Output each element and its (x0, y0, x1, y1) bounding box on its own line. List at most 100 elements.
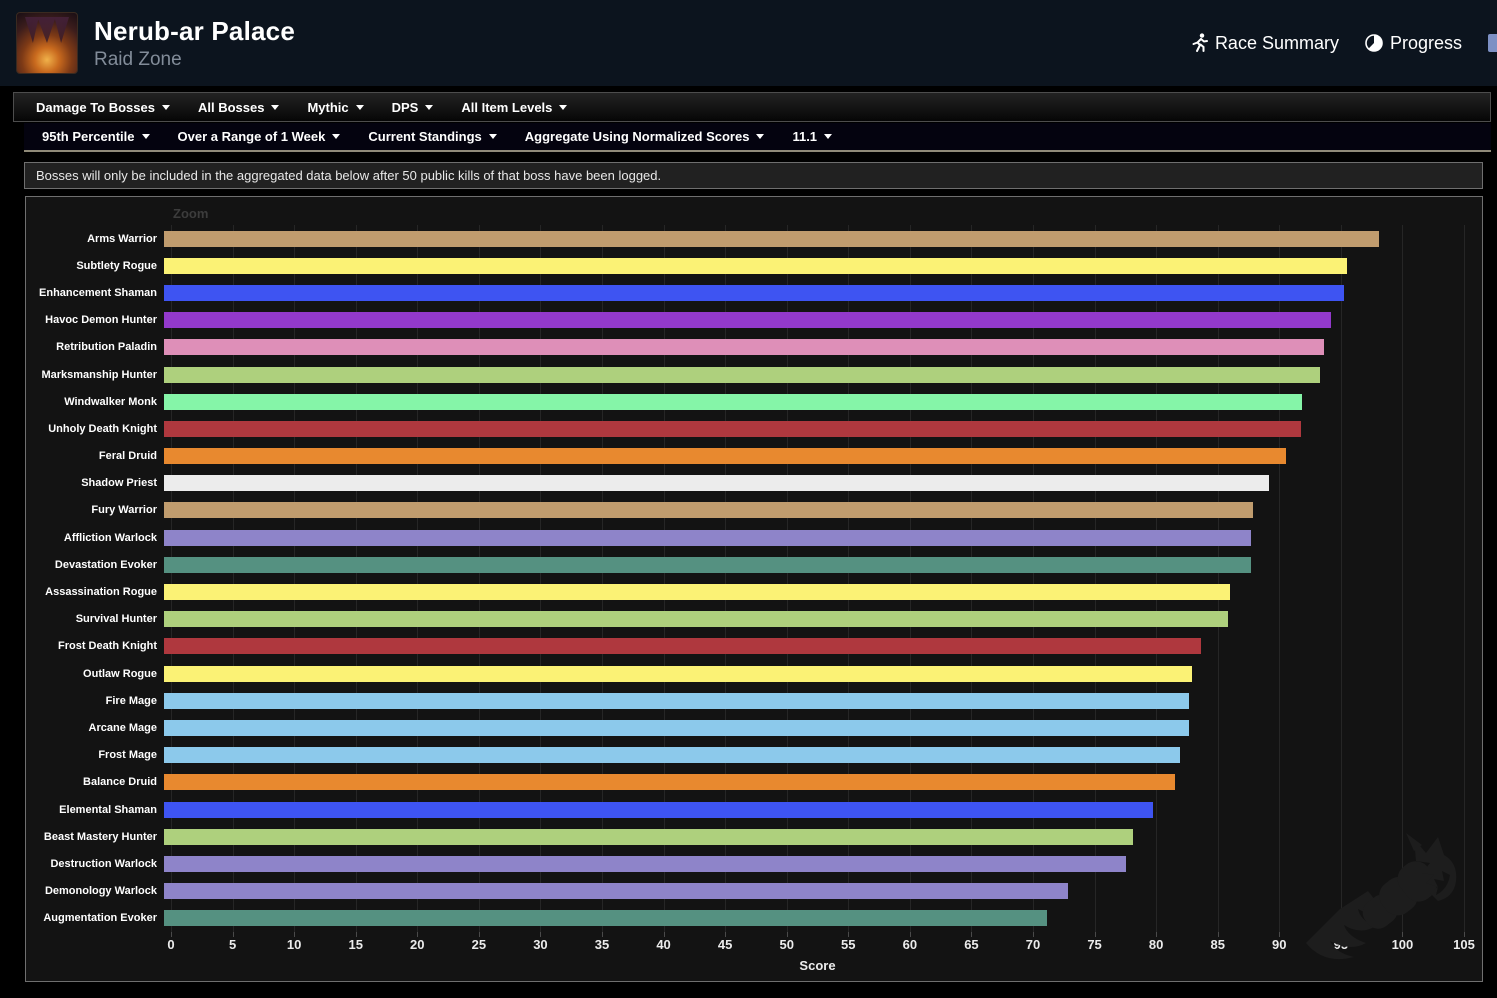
x-tick-label: 40 (656, 937, 671, 952)
chart-row: Shadow Priest (26, 470, 1464, 497)
tickmark (1217, 932, 1219, 937)
bar-track (164, 584, 1457, 601)
category-label-fury-warrior: Fury Warrior (91, 504, 157, 517)
bar-track (164, 747, 1457, 764)
bar-outlaw-rogue[interactable] (164, 665, 1193, 682)
gridline (725, 225, 727, 932)
bar-survival-hunter[interactable] (164, 611, 1228, 628)
bar-balance-druid[interactable] (164, 774, 1175, 791)
chart-row: Fire Mage (26, 687, 1464, 714)
dropdown-label: Damage To Bosses (36, 99, 155, 115)
dropdown-label: All Item Levels (461, 99, 553, 115)
bar-arcane-mage[interactable] (164, 719, 1189, 736)
dropdown-label: 95th Percentile (42, 129, 135, 144)
category-label-affliction-warlock: Affliction Warlock (63, 531, 157, 544)
bar-demonology-warlock[interactable] (164, 883, 1068, 900)
bar-windwalker-monk[interactable] (164, 393, 1302, 410)
filter-damage-to-bosses[interactable]: Damage To Bosses (22, 93, 184, 121)
category-label-fire-mage: Fire Mage (105, 694, 157, 707)
gridline (355, 225, 357, 932)
bar-track (164, 855, 1457, 872)
bar-unholy-death-knight[interactable] (164, 420, 1301, 437)
chart-row: Devastation Evoker (26, 551, 1464, 578)
gridline (1217, 225, 1219, 932)
x-tick-label: 35 (594, 937, 610, 952)
filter-mythic[interactable]: Mythic (293, 93, 377, 121)
bar-affliction-warlock[interactable] (164, 529, 1252, 546)
bar-track (164, 774, 1457, 791)
bar-track (164, 257, 1457, 274)
x-tick-label: 50 (779, 937, 794, 952)
category-label-frost-death-knight: Frost Death Knight (58, 640, 157, 653)
chart-row: Elemental Shaman (26, 796, 1464, 823)
filter-dps[interactable]: DPS (378, 93, 448, 121)
x-tick-label: 90 (1272, 937, 1287, 952)
filter-bar-primary: Damage To Bosses All Bosses Mythic DPS All I… (13, 92, 1491, 122)
bar-track (164, 801, 1457, 818)
page-subtitle: Raid Zone (94, 48, 182, 70)
race-summary-link[interactable]: Race Summary (1192, 33, 1339, 54)
axis-tickmarks (171, 932, 1465, 937)
filter-bar-secondary: 95th Percentile Over a Range of 1 Week Cur… (24, 123, 1491, 152)
bar-marksmanship-hunter[interactable] (164, 366, 1321, 383)
bar-arms-warrior[interactable] (164, 230, 1380, 247)
bar-assassination-rogue[interactable] (164, 584, 1231, 601)
bar-frost-death-knight[interactable] (164, 638, 1201, 655)
bar-enhancement-shaman[interactable] (164, 284, 1344, 301)
progress-label: Progress (1389, 32, 1462, 53)
bar-subtlety-rogue[interactable] (164, 257, 1348, 274)
bar-frost-mage[interactable] (164, 747, 1180, 764)
bar-track (164, 312, 1457, 329)
filter-95th-percentile[interactable]: 95th Percentile (28, 123, 164, 150)
bar-beast-mastery-hunter[interactable] (164, 828, 1134, 845)
x-axis-ticks: 0510152025303540455055606570758085909510… (167, 937, 1474, 953)
bar-fire-mage[interactable] (164, 692, 1189, 709)
dropdown-label: 11.1 (792, 129, 818, 144)
filter-all-item-levels[interactable]: All Item Levels (447, 93, 581, 121)
dropdown-label: All Bosses (197, 99, 265, 115)
bar-track (164, 719, 1457, 736)
tickmark (355, 932, 357, 937)
bar-augmentation-evoker[interactable] (164, 910, 1047, 927)
category-label-survival-hunter: Survival Hunter (75, 613, 157, 626)
bar-retribution-paladin[interactable] (164, 339, 1324, 356)
chart-row: Windwalker Monk (26, 388, 1464, 415)
chevron-down-icon (355, 104, 364, 110)
category-label-destruction-warlock: Destruction Warlock (50, 857, 157, 870)
clipped-icon[interactable] (1488, 34, 1497, 52)
bar-destruction-warlock[interactable] (164, 855, 1126, 872)
notice-text: Bosses will only be included in the aggr… (36, 168, 662, 183)
bar-track (164, 883, 1457, 900)
chevron-down-icon (271, 104, 280, 110)
category-label-augmentation-evoker: Augmentation Evoker (43, 912, 157, 925)
bar-elemental-shaman[interactable] (164, 801, 1153, 818)
x-tick-label: 15 (348, 937, 363, 952)
bar-track (164, 448, 1457, 465)
chart-row: Destruction Warlock (26, 850, 1464, 877)
filter-all-bosses[interactable]: All Bosses (184, 93, 293, 121)
filter-11-1[interactable]: 11.1 (778, 123, 846, 150)
progress-link[interactable]: Progress (1365, 33, 1462, 54)
chart-row: Havoc Demon Hunter (26, 307, 1464, 334)
chart-row: Outlaw Rogue (26, 660, 1464, 687)
gridline (1156, 225, 1158, 932)
filter-current-standings[interactable]: Current Standings (354, 123, 510, 150)
category-label-unholy-death-knight: Unholy Death Knight (48, 422, 157, 435)
x-tick-label: 105 (1453, 937, 1475, 952)
filter-over-a-range-of-1-week[interactable]: Over a Range of 1 Week (164, 123, 355, 150)
bar-havoc-demon-hunter[interactable] (164, 312, 1332, 329)
gridline (1402, 225, 1404, 932)
bar-fury-warrior[interactable] (164, 502, 1253, 519)
bar-devastation-evoker[interactable] (164, 556, 1252, 573)
gridline (540, 225, 542, 932)
chart-row: Retribution Paladin (26, 334, 1464, 361)
zone-header: Nerub-ar Palace Raid Zone Race Summary (0, 0, 1497, 86)
gridline (1464, 225, 1465, 932)
gridline (663, 225, 665, 932)
bar-shadow-priest[interactable] (164, 475, 1269, 492)
filter-aggregate-using-normalized-scores[interactable]: Aggregate Using Normalized Scores (511, 123, 779, 150)
bar-feral-druid[interactable] (164, 448, 1286, 465)
tickmark (171, 932, 172, 937)
dropdown-label: Mythic (307, 99, 349, 115)
gridline (171, 225, 172, 932)
